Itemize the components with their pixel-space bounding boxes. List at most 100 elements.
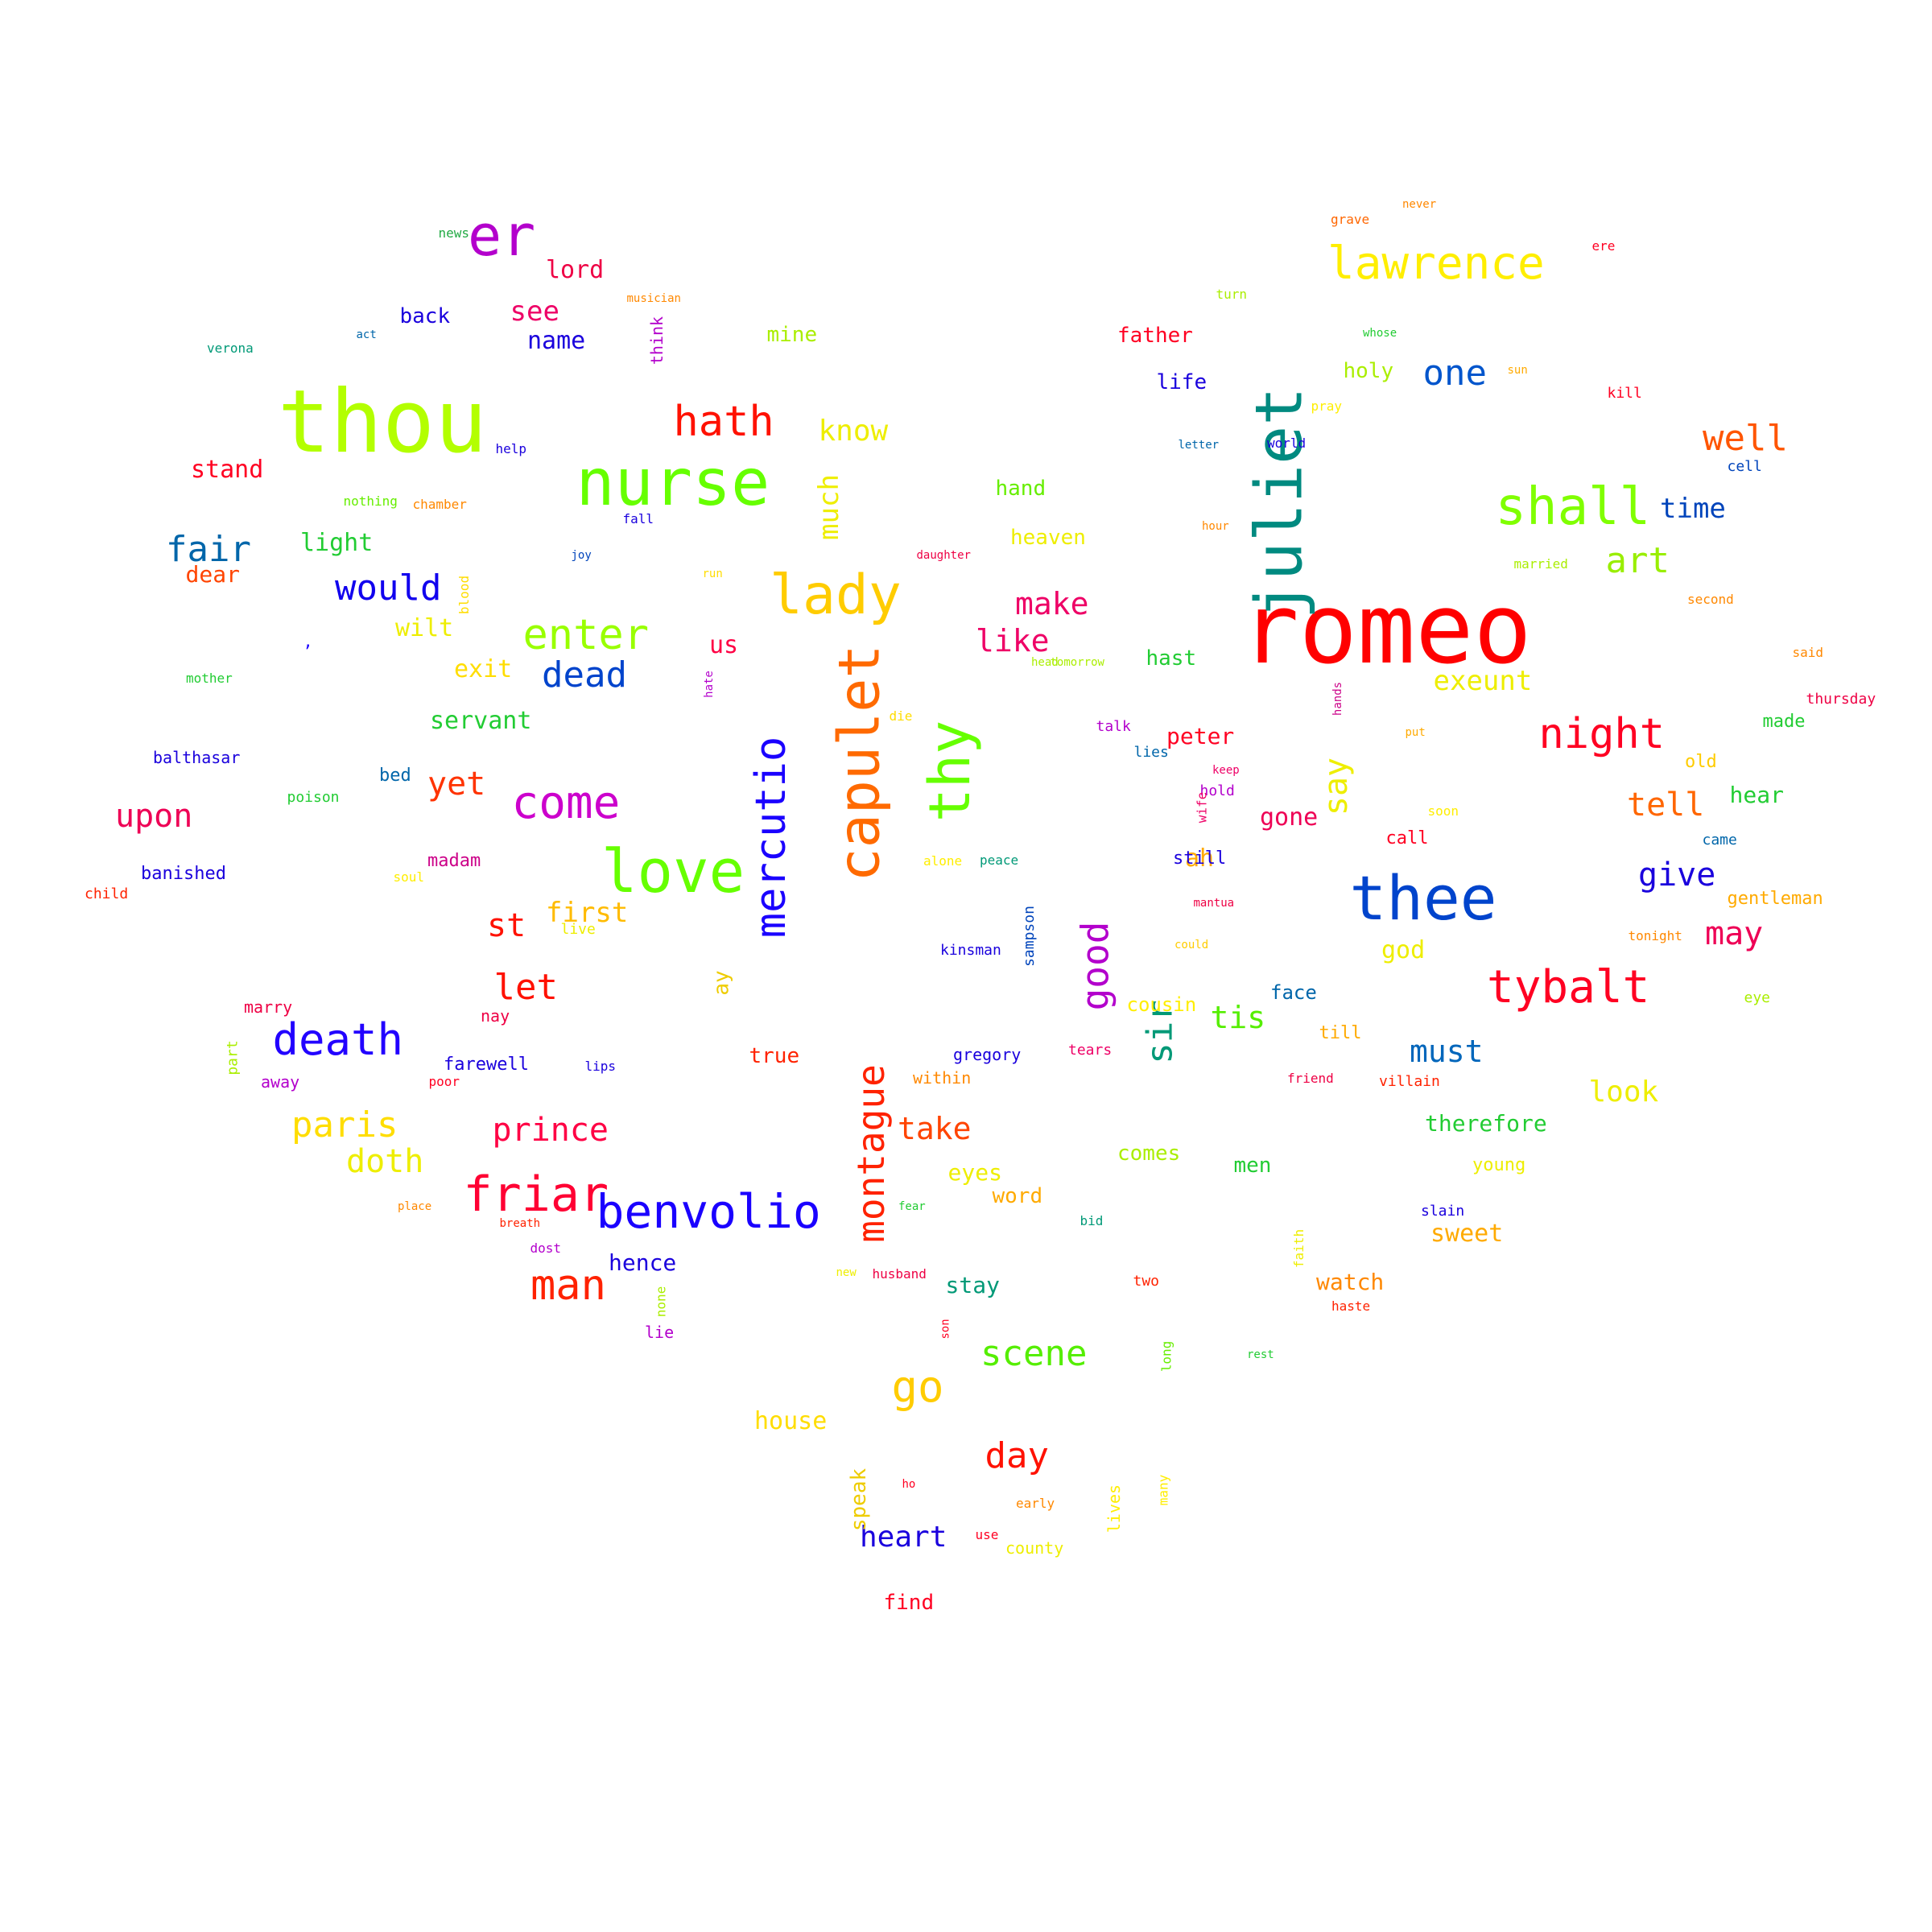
cloud-word: capulet bbox=[826, 644, 893, 882]
cloud-word: nay bbox=[481, 1006, 510, 1026]
cloud-word: like bbox=[976, 623, 1050, 658]
cloud-word: rest bbox=[1247, 1348, 1274, 1361]
cloud-word: sweet bbox=[1430, 1220, 1504, 1248]
cloud-word: daughter bbox=[916, 549, 971, 562]
cloud-word: nurse bbox=[576, 445, 770, 520]
cloud-word: tears bbox=[1068, 1042, 1113, 1059]
cloud-word: cousin bbox=[1126, 993, 1197, 1016]
cloud-word: benvolio bbox=[596, 1184, 821, 1239]
cloud-word: bed bbox=[379, 766, 411, 786]
cloud-word: chamber bbox=[412, 497, 467, 512]
cloud-word: hold bbox=[1199, 782, 1235, 799]
cloud-word: musician bbox=[626, 292, 681, 305]
cloud-word: two bbox=[1133, 1273, 1160, 1290]
cloud-word: new bbox=[836, 1266, 857, 1279]
cloud-word: god bbox=[1381, 936, 1426, 964]
cloud-word: madam bbox=[427, 851, 481, 871]
cloud-word: villain bbox=[1379, 1073, 1440, 1090]
cloud-word: tybalt bbox=[1487, 961, 1650, 1013]
cloud-word: help bbox=[495, 441, 527, 456]
cloud-word: hear bbox=[1729, 782, 1784, 808]
cloud-word: may bbox=[1705, 915, 1764, 952]
cloud-word: ay bbox=[709, 970, 734, 996]
cloud-word: ho bbox=[902, 1478, 916, 1491]
cloud-word: think bbox=[647, 316, 667, 365]
cloud-word: romeo bbox=[1241, 574, 1532, 686]
cloud-word: one bbox=[1422, 353, 1487, 394]
cloud-word: peace bbox=[980, 852, 1019, 868]
cloud-word: mercutio bbox=[747, 736, 796, 939]
cloud-word: could bbox=[1174, 939, 1209, 952]
cloud-word: doth bbox=[346, 1143, 424, 1180]
cloud-word: alone bbox=[923, 853, 963, 869]
cloud-word: tell bbox=[1627, 786, 1705, 824]
cloud-word: lives bbox=[1104, 1484, 1125, 1534]
cloud-word: thy bbox=[917, 720, 984, 823]
cloud-word: come bbox=[511, 777, 621, 829]
cloud-word: montague bbox=[848, 1064, 893, 1243]
cloud-word: hath bbox=[673, 398, 774, 446]
cloud-word: father bbox=[1117, 324, 1193, 348]
cloud-word: news bbox=[438, 225, 470, 241]
cloud-word: marry bbox=[244, 997, 293, 1017]
cloud-word: fair bbox=[166, 529, 251, 570]
cloud-word: run bbox=[702, 568, 723, 580]
cloud-word: sampson bbox=[1020, 906, 1038, 967]
cloud-word: mother bbox=[186, 671, 233, 686]
cloud-word: go bbox=[891, 1361, 944, 1412]
cloud-word: thursday bbox=[1806, 691, 1876, 708]
cloud-word: mine bbox=[766, 323, 818, 347]
cloud-word: death bbox=[272, 1014, 404, 1065]
cloud-word: gregory bbox=[953, 1045, 1022, 1064]
cloud-word: keep bbox=[1212, 764, 1240, 777]
cloud-word: breath bbox=[499, 1217, 541, 1230]
cloud-word: upon bbox=[115, 798, 193, 835]
cloud-word: name bbox=[527, 327, 586, 355]
cloud-word: soul bbox=[393, 869, 425, 885]
cloud-word: lord bbox=[546, 256, 605, 284]
cloud-word: light bbox=[300, 529, 374, 557]
cloud-word: exeunt bbox=[1433, 665, 1533, 697]
cloud-word: heaven bbox=[1010, 526, 1086, 550]
cloud-word: away bbox=[261, 1072, 300, 1092]
cloud-word: stay bbox=[945, 1272, 1000, 1298]
cloud-word: call bbox=[1385, 828, 1429, 848]
cloud-word: holy bbox=[1343, 359, 1394, 383]
cloud-word: hast bbox=[1146, 646, 1197, 671]
cloud-word: watch bbox=[1316, 1269, 1385, 1295]
cloud-word: dead bbox=[542, 654, 627, 696]
cloud-word: hand bbox=[995, 477, 1046, 501]
cloud-word: slain bbox=[1421, 1203, 1465, 1220]
cloud-word: well bbox=[1703, 418, 1788, 459]
cloud-word: st bbox=[487, 907, 526, 944]
cloud-word: till bbox=[1319, 1023, 1362, 1043]
cloud-word: man bbox=[530, 1261, 606, 1310]
cloud-word: face bbox=[1270, 981, 1317, 1004]
cloud-word: ah bbox=[1185, 844, 1215, 873]
cloud-word: wilt bbox=[395, 614, 454, 642]
cloud-word: dear bbox=[185, 561, 240, 588]
cloud-word: place bbox=[398, 1200, 432, 1213]
cloud-word: banished bbox=[141, 864, 226, 884]
cloud-word: comes bbox=[1117, 1141, 1181, 1166]
cloud-word: farewell bbox=[444, 1055, 529, 1075]
cloud-word: fear bbox=[898, 1200, 926, 1213]
cloud-word: thee bbox=[1349, 862, 1497, 934]
cloud-word: within bbox=[913, 1068, 972, 1088]
cloud-word: us bbox=[709, 631, 739, 659]
cloud-word: enter bbox=[522, 611, 650, 659]
cloud-word: first bbox=[546, 897, 629, 929]
cloud-word: faith bbox=[1291, 1228, 1307, 1269]
cloud-word: say bbox=[1318, 757, 1356, 816]
cloud-word: men bbox=[1233, 1154, 1272, 1178]
cloud-word: shall bbox=[1495, 477, 1651, 537]
cloud-word: kill bbox=[1607, 385, 1642, 402]
cloud-word: back bbox=[399, 304, 451, 328]
cloud-word: gentleman bbox=[1727, 889, 1823, 909]
cloud-word: day bbox=[985, 1435, 1049, 1476]
cloud-word: word bbox=[992, 1184, 1043, 1208]
cloud-word: lawrence bbox=[1327, 237, 1545, 290]
cloud-word: county bbox=[1005, 1538, 1064, 1558]
cloud-word: made bbox=[1762, 712, 1806, 732]
